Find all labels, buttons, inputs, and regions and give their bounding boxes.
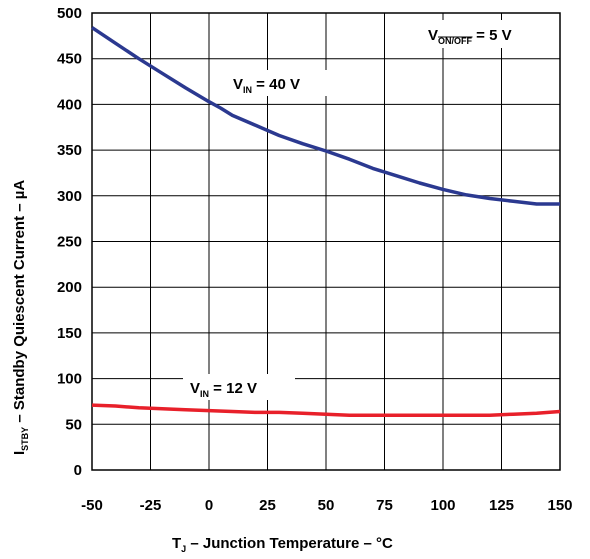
- x-tick-label: -25: [140, 497, 162, 514]
- x-axis-title: TJ – Junction Temperature – °C: [172, 535, 393, 554]
- series-12v-label: VIN = 12 V: [190, 380, 257, 399]
- series-40v-label-background: [225, 70, 337, 96]
- y-tick-labels: 0 50 100 150 200 250 300 350 400 450 500: [57, 5, 82, 479]
- x-tick-label: 150: [547, 497, 572, 514]
- condition-label-background: [422, 20, 542, 48]
- condition-label: VON/OFF = 5 V: [428, 27, 512, 46]
- series-line-0: [91, 26, 560, 206]
- x-tick-label: 50: [318, 497, 335, 514]
- x-tick-label: -50: [81, 497, 103, 514]
- y-tick-label: 150: [57, 325, 82, 342]
- x-tick-label: 75: [376, 497, 393, 514]
- y-tick-label: 100: [57, 371, 82, 388]
- series-12v-label-background: [183, 374, 295, 400]
- x-tick-label: 125: [489, 497, 514, 514]
- y-tick-label: 350: [57, 142, 82, 159]
- y-tick-label: 450: [57, 51, 82, 68]
- y-tick-label: 0: [74, 462, 82, 479]
- x-tick-label: 100: [430, 497, 455, 514]
- series-line-1: [91, 403, 561, 417]
- y-tick-label: 500: [57, 5, 82, 22]
- plot-frame: [91, 12, 561, 471]
- x-tick-label: 0: [205, 497, 213, 514]
- y-tick-label: 300: [57, 188, 82, 205]
- y-tick-label: 400: [57, 96, 82, 113]
- y-tick-label: 200: [57, 279, 82, 296]
- y-tick-label: 50: [65, 416, 82, 433]
- x-tick-labels: -50 -25 0 25 50 75 100 125 150: [81, 497, 572, 514]
- y-axis-title: ISTBY – Standby Quiescent Current – µA: [11, 180, 30, 455]
- series-group: [91, 26, 561, 417]
- x-tick-label: 25: [259, 497, 276, 514]
- y-tick-label: 250: [57, 234, 82, 251]
- series-40v-label: VIN = 40 V: [233, 76, 300, 95]
